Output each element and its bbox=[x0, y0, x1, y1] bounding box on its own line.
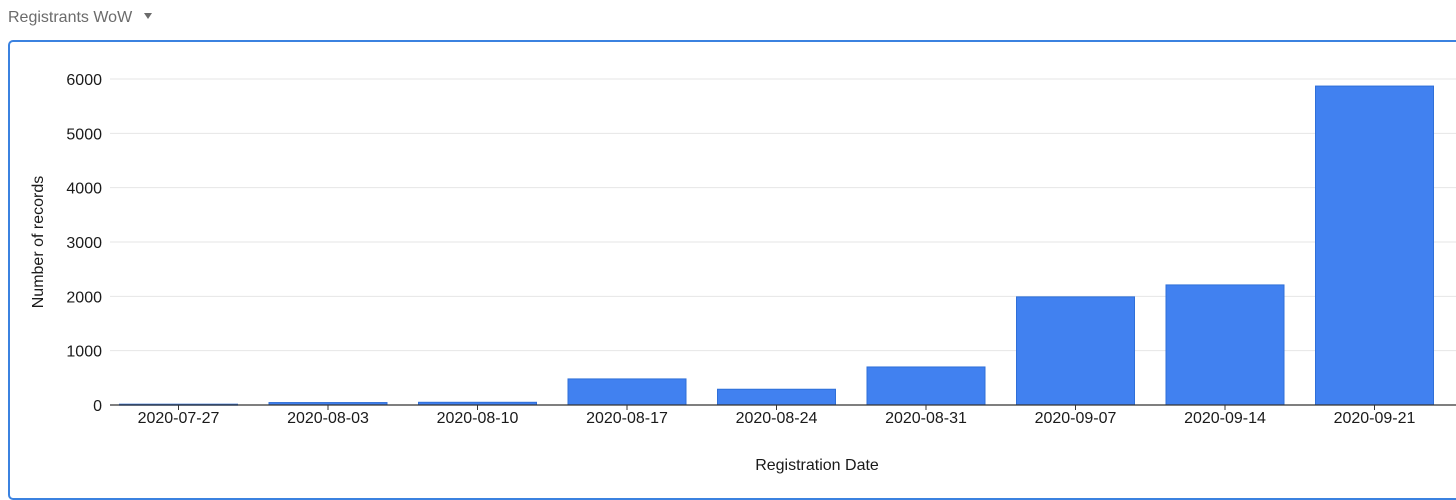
x-tick-label: 2020-08-03 bbox=[287, 410, 369, 427]
gridlines bbox=[110, 78, 1456, 352]
x-axis-label: Registration Date bbox=[755, 457, 879, 474]
x-tick-label: 2020-08-31 bbox=[885, 410, 967, 427]
bar[interactable] bbox=[1016, 296, 1135, 406]
y-tick-label: 4000 bbox=[66, 181, 102, 198]
bar[interactable] bbox=[866, 366, 986, 406]
y-tick-label: 0 bbox=[93, 398, 102, 415]
y-tick-label: 5000 bbox=[66, 126, 102, 143]
chart-title: Registrants WoW bbox=[8, 9, 133, 26]
x-tick-label: 2020-07-27 bbox=[138, 410, 220, 427]
x-tick-label: 2020-09-07 bbox=[1035, 410, 1117, 427]
y-tick-label: 1000 bbox=[66, 344, 102, 361]
y-tick-label: 6000 bbox=[66, 72, 102, 89]
bars bbox=[119, 85, 1434, 406]
caret-down-icon[interactable] bbox=[144, 13, 153, 19]
bar[interactable] bbox=[567, 378, 687, 406]
x-axis-ticks: 2020-07-27 2020-08-03 2020-08-10 2020-08-17… bbox=[138, 405, 1416, 427]
x-tick-label: 2020-08-10 bbox=[437, 410, 519, 427]
chart-title-dropdown[interactable]: Registrants WoW bbox=[8, 6, 153, 30]
x-tick-label: 2020-08-24 bbox=[736, 410, 818, 427]
x-tick-label: 2020-09-14 bbox=[1184, 410, 1266, 427]
y-tick-label: 2000 bbox=[66, 289, 102, 306]
y-tick-label: 3000 bbox=[66, 235, 102, 252]
x-tick-label: 2020-09-21 bbox=[1334, 410, 1416, 427]
x-tick-label: 2020-08-17 bbox=[586, 410, 668, 427]
chart-panel bbox=[8, 40, 1456, 500]
bar[interactable] bbox=[1315, 85, 1434, 406]
bar[interactable] bbox=[717, 388, 836, 406]
y-axis-ticks: 0 1000 2000 3000 4000 5000 6000 bbox=[66, 72, 102, 415]
bar[interactable] bbox=[1165, 284, 1285, 406]
y-axis-label: Number of records bbox=[30, 176, 47, 309]
